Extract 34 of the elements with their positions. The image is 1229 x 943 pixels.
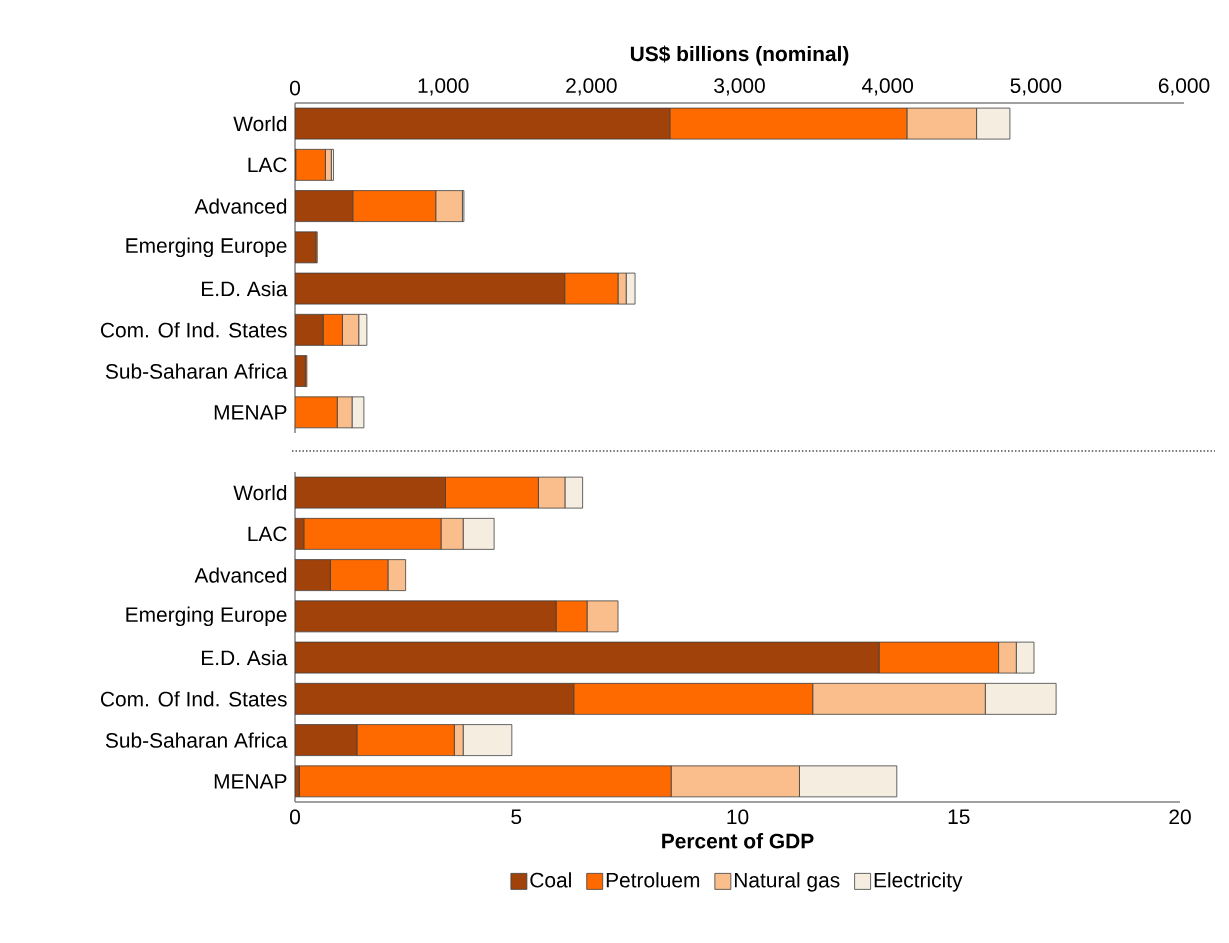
- y-tick-label: MENAP: [214, 405, 287, 420]
- x-axis-title: Percent of GDP: [662, 833, 814, 849]
- x-tick-label: 6,000: [1158, 78, 1210, 96]
- y-tick-label: Sub-Saharan Africa: [105, 732, 288, 748]
- x-tick-label: 20: [1169, 809, 1191, 825]
- y-tick-label: World: [233, 484, 287, 501]
- x-tick-label: 5,000: [1010, 78, 1062, 96]
- legend-label: Coal: [530, 872, 571, 888]
- y-tick-label: Com. Of Ind. States: [100, 322, 287, 338]
- x-tick-label: 1,000: [418, 78, 469, 96]
- x-tick-label: 5: [511, 809, 522, 825]
- y-tick-label: Sub-Saharan Africa: [105, 363, 288, 379]
- y-tick-label: Com. Of Ind. States: [100, 691, 287, 707]
- y-tick-label: Emerging Europe: [126, 237, 287, 258]
- x-tick-label: 15: [948, 809, 970, 825]
- x-axis-title: US$ billions (nominal): [630, 45, 849, 66]
- legend-label: Electricity: [874, 872, 963, 892]
- x-tick-label: 2,000: [566, 78, 617, 96]
- y-tick-label: LAC: [248, 526, 287, 542]
- y-tick-label: Advanced: [194, 198, 287, 214]
- x-tick-label: 0: [290, 809, 300, 825]
- y-tick-label: Advanced: [194, 567, 287, 583]
- legend-label: Petroluem: [606, 872, 700, 888]
- y-tick-label: E.D. Asia: [202, 649, 288, 666]
- y-tick-label: MENAP: [214, 774, 287, 789]
- legend-label: Natural gas: [734, 872, 840, 892]
- y-tick-label: LAC: [248, 157, 287, 173]
- y-tick-label: E.D. Asia: [202, 280, 288, 297]
- y-tick-label: Emerging Europe: [126, 606, 287, 627]
- y-tick-label: World: [233, 115, 287, 132]
- x-tick-label: 3,000: [714, 78, 765, 96]
- x-tick-label: 4,000: [861, 78, 914, 96]
- x-tick-label: 0: [290, 80, 300, 96]
- x-tick-label: 10: [727, 809, 749, 825]
